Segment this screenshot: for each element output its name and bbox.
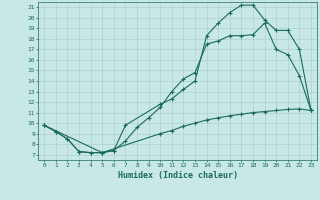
X-axis label: Humidex (Indice chaleur): Humidex (Indice chaleur) <box>118 171 238 180</box>
